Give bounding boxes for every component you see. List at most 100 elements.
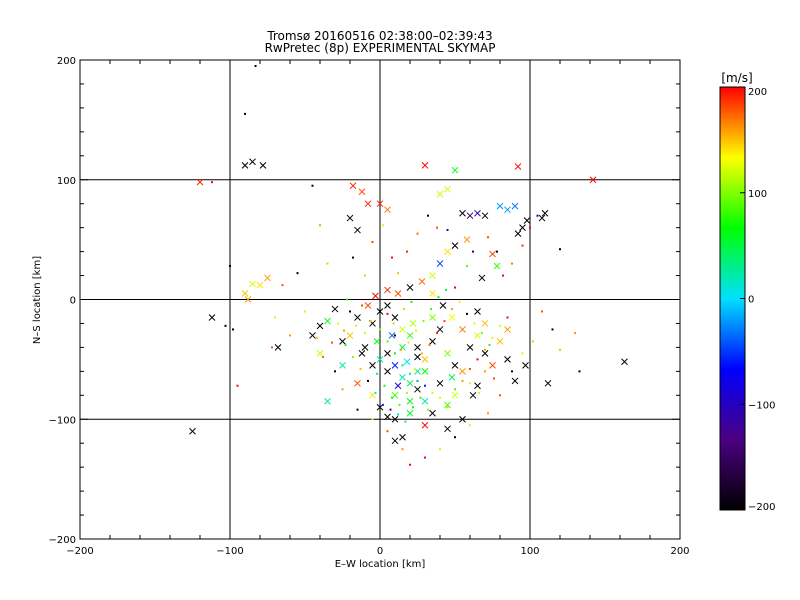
data-point-cross bbox=[406, 409, 414, 417]
data-point-dot bbox=[367, 379, 369, 382]
data-point-dot bbox=[236, 384, 239, 387]
data-point-dot bbox=[446, 229, 449, 232]
data-point-cross bbox=[354, 379, 361, 387]
data-point-cross bbox=[309, 332, 316, 339]
data-point-dot bbox=[430, 308, 432, 311]
data-point-dot bbox=[446, 406, 449, 409]
data-point-cross bbox=[339, 362, 346, 369]
data-point-dot bbox=[481, 332, 483, 335]
data-point-cross bbox=[474, 209, 481, 217]
data-point-cross bbox=[376, 200, 384, 208]
data-point-dot bbox=[356, 408, 359, 411]
data-point-cross bbox=[504, 206, 511, 214]
data-point-cross bbox=[444, 425, 451, 433]
data-point-cross bbox=[384, 413, 391, 421]
data-point-cross bbox=[399, 373, 406, 381]
data-point-cross bbox=[264, 274, 271, 282]
data-point-cross bbox=[436, 190, 444, 198]
data-point-cross bbox=[466, 344, 474, 351]
y-axis-label: N–S location [km] bbox=[32, 256, 43, 344]
data-point-cross bbox=[372, 292, 379, 300]
data-point-dot bbox=[341, 388, 344, 391]
y-tick-label: 200 bbox=[57, 56, 76, 67]
data-point-cross bbox=[459, 415, 466, 423]
data-point-dot bbox=[487, 412, 489, 415]
data-point-dot bbox=[334, 370, 336, 373]
data-point-cross bbox=[448, 373, 456, 381]
data-point-dot bbox=[521, 244, 524, 247]
data-point-dot bbox=[536, 214, 539, 217]
data-point-dot bbox=[319, 224, 321, 227]
data-point-cross bbox=[514, 230, 522, 237]
data-point-cross bbox=[436, 379, 444, 387]
data-point-cross bbox=[414, 344, 421, 351]
data-point-cross bbox=[451, 362, 459, 369]
data-point-cross bbox=[421, 397, 429, 405]
data-point-dot bbox=[392, 322, 395, 325]
data-point-cross bbox=[421, 367, 429, 375]
data-point-cross bbox=[384, 367, 391, 375]
data-point-dot bbox=[397, 413, 399, 416]
data-point-cross bbox=[522, 362, 529, 369]
data-point-dot bbox=[326, 262, 329, 265]
data-point-cross bbox=[451, 242, 459, 249]
data-point-cross bbox=[391, 437, 399, 445]
data-point-cross bbox=[358, 188, 366, 196]
x-tick-label: −200 bbox=[66, 546, 93, 557]
data-point-cross bbox=[249, 280, 256, 288]
data-point-cross bbox=[444, 248, 451, 255]
data-point-cross bbox=[316, 322, 324, 330]
data-point-cross bbox=[541, 209, 549, 217]
data-point-dot bbox=[416, 379, 419, 382]
data-point-cross bbox=[429, 338, 436, 345]
y-tick-labels: −200 −100 0 100 200 bbox=[49, 56, 76, 546]
data-point-cross bbox=[364, 302, 372, 309]
data-point-cross bbox=[538, 214, 546, 222]
data-point-cross bbox=[403, 358, 411, 366]
data-point-dot bbox=[346, 298, 348, 301]
data-point-cross bbox=[376, 356, 384, 363]
data-point-cross bbox=[249, 158, 256, 166]
data-point-cross bbox=[399, 433, 406, 441]
data-point-cross bbox=[481, 320, 489, 327]
data-point-cross bbox=[414, 353, 421, 361]
data-point-dot bbox=[416, 232, 419, 235]
data-point-dot bbox=[389, 408, 392, 411]
data-point-cross bbox=[196, 178, 204, 186]
x-tick-label: 200 bbox=[670, 546, 689, 557]
data-point-dot bbox=[559, 348, 561, 351]
data-point-cross bbox=[391, 362, 399, 369]
data-point-dot bbox=[488, 344, 491, 347]
colorbar-tick-label: −100 bbox=[748, 400, 775, 411]
data-point-dot bbox=[409, 463, 411, 466]
data-point-dot bbox=[398, 403, 401, 406]
data-point-cross bbox=[451, 391, 459, 399]
data-point-cross bbox=[394, 290, 402, 297]
data-point-dot bbox=[311, 184, 314, 187]
data-point-cross bbox=[388, 332, 396, 339]
data-point-dot bbox=[337, 322, 339, 325]
data-point-dot bbox=[391, 256, 393, 259]
data-point-cross bbox=[439, 302, 447, 309]
data-point-dot bbox=[407, 341, 410, 344]
data-point-cross bbox=[429, 290, 436, 297]
y-tick-label: 100 bbox=[57, 176, 76, 187]
data-point-dot bbox=[364, 332, 366, 335]
data-point-dot bbox=[364, 274, 366, 277]
axis-ticks bbox=[79, 59, 681, 540]
data-point-dot bbox=[431, 391, 434, 394]
data-point-cross bbox=[421, 162, 429, 169]
data-point-cross bbox=[369, 362, 376, 369]
data-point-dot bbox=[410, 300, 413, 303]
data-point-cross bbox=[384, 350, 391, 357]
data-point-cross bbox=[406, 397, 414, 405]
data-point-dot bbox=[383, 384, 386, 387]
data-point-cross bbox=[523, 217, 531, 224]
data-point-dot bbox=[559, 248, 561, 251]
data-point-cross bbox=[421, 421, 429, 429]
data-point-cross bbox=[384, 302, 391, 309]
data-point-dot bbox=[254, 64, 257, 67]
data-point-cross bbox=[459, 367, 466, 375]
data-point-cross bbox=[358, 350, 366, 357]
